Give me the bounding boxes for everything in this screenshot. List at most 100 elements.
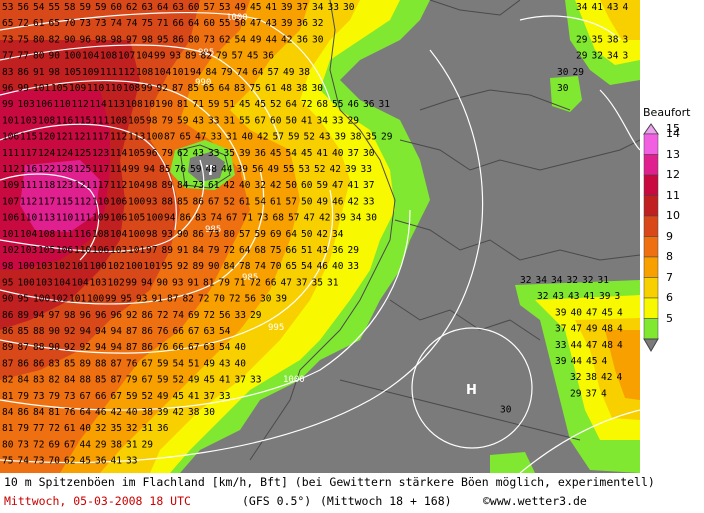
gust-value: 96 <box>111 310 123 321</box>
gust-value: 117 <box>20 148 37 159</box>
gust-value: 44 <box>221 164 233 175</box>
gust-value: 84 <box>64 375 76 386</box>
gust-value: 101 <box>128 245 145 256</box>
gust-value: 41 <box>592 2 604 13</box>
gust-value: 109 <box>82 67 99 78</box>
gust-value: 30 <box>260 294 272 305</box>
gust-value: 104 <box>128 180 145 191</box>
gust-value: 79 <box>162 148 174 159</box>
gust-value: 94 <box>111 326 123 337</box>
legend-color-swatch <box>643 133 659 155</box>
isobar-label: 1000 <box>283 375 305 385</box>
gust-value: 100 <box>146 132 163 143</box>
gust-value: 47 <box>332 180 343 191</box>
gust-value: 105 <box>128 213 145 224</box>
gust-value: 4 <box>617 340 623 351</box>
gust-value: 33 <box>361 164 372 175</box>
gust-value: 29 <box>348 115 360 126</box>
gust-value: 86 <box>193 196 205 207</box>
gust-value: 48 <box>602 324 614 335</box>
gust-value: 125 <box>74 148 91 159</box>
gust-value: 59 <box>126 391 138 402</box>
high-pressure-symbol: H <box>466 383 477 398</box>
gust-value: 108 <box>38 115 55 126</box>
gust-value: 59 <box>288 132 300 143</box>
gust-value: 122 <box>38 164 55 175</box>
gust-value: 39 <box>281 2 293 13</box>
gust-value: 52 <box>224 196 235 207</box>
gust-value: 74 <box>211 213 223 224</box>
gust-value: 54 <box>33 2 45 13</box>
gust-value: 65 <box>286 261 297 272</box>
gust-value: 43 <box>319 132 330 143</box>
gust-value: 73 <box>33 391 44 402</box>
gust-value: 32 <box>592 51 603 62</box>
gust-value: 29 <box>348 245 360 256</box>
gust-value: 66 <box>173 342 185 353</box>
gust-value: 72 <box>18 18 29 29</box>
copyright-link[interactable]: ©www.wetter3.de <box>483 494 587 508</box>
gust-value: 30 <box>204 407 216 418</box>
gust-value: 49 <box>188 375 200 386</box>
legend-top-arrow <box>643 123 659 135</box>
gust-value: 38 <box>607 34 619 45</box>
gust-value: 111 <box>56 229 73 240</box>
gust-value: 69 <box>270 229 282 240</box>
gust-value: 56 <box>219 310 231 321</box>
gust-value: 57 <box>204 2 215 13</box>
legend-level-label: 12 <box>666 168 680 181</box>
legend-color-swatch <box>643 215 659 237</box>
gust-value: 32 <box>126 423 137 434</box>
gust-value: 111 <box>74 213 91 224</box>
gust-value: 89 <box>2 342 14 353</box>
gust-value: 36 <box>297 34 309 45</box>
footer: 10 m Spitzenböen im Flachland [km/h, Bft… <box>0 473 655 513</box>
gust-value: 39 <box>276 294 288 305</box>
gust-value: 79 <box>18 391 30 402</box>
gust-value: 79 <box>208 245 220 256</box>
gust-value: 3 <box>615 291 621 302</box>
gust-value: 33 <box>208 148 219 159</box>
gust-value: 31 <box>598 275 610 286</box>
gust-value: 52 <box>304 132 315 143</box>
band-bft13 <box>20 160 100 232</box>
gust-value: 79 <box>216 51 228 62</box>
gust-value: 124 <box>38 148 55 159</box>
gust-value: 110 <box>20 213 37 224</box>
gust-value: 72 <box>250 277 261 288</box>
gust-value: 33 <box>555 340 566 351</box>
gust-value: 106 <box>92 245 109 256</box>
gust-value: 104 <box>72 277 89 288</box>
gust-value: 88 <box>80 375 92 386</box>
gust-value: 35 <box>592 34 603 45</box>
gust-value: 32 <box>537 291 548 302</box>
gust-value: 98 <box>2 261 14 272</box>
map-canvas: 1000 995 990 985 985 995 1000 T H 53 56 54… <box>0 0 640 473</box>
gust-value: 92 <box>157 83 168 94</box>
gust-value: 39 <box>555 356 567 367</box>
gust-value: 114 <box>110 164 127 175</box>
gust-value: 73 <box>204 34 215 45</box>
gust-value: 40 <box>332 261 344 272</box>
gust-value: 57 <box>273 132 284 143</box>
gust-value: 75 <box>142 18 153 29</box>
gust-value: 86 <box>173 34 185 45</box>
gust-value: 91 <box>33 67 45 78</box>
gust-value: 47 <box>571 324 582 335</box>
gust-value: 100 <box>18 261 35 272</box>
gust-value: 101 <box>33 83 50 94</box>
gust-value: 57 <box>232 51 243 62</box>
gust-value: 86 <box>180 213 192 224</box>
gust-value: 40 <box>126 407 138 418</box>
gust-value: 63 <box>142 2 153 13</box>
gust-value: 42 <box>330 164 341 175</box>
gust-value: 45 <box>301 148 312 159</box>
gust-value: 84 <box>193 245 205 256</box>
gust-value: 73 <box>2 34 13 45</box>
gust-value: 67 <box>188 342 199 353</box>
gust-value: 31 <box>126 439 138 450</box>
gust-value: 86 <box>18 358 30 369</box>
gust-value: 74 <box>255 261 267 272</box>
gust-value: 57 <box>239 229 250 240</box>
gust-value: 105 <box>64 67 81 78</box>
